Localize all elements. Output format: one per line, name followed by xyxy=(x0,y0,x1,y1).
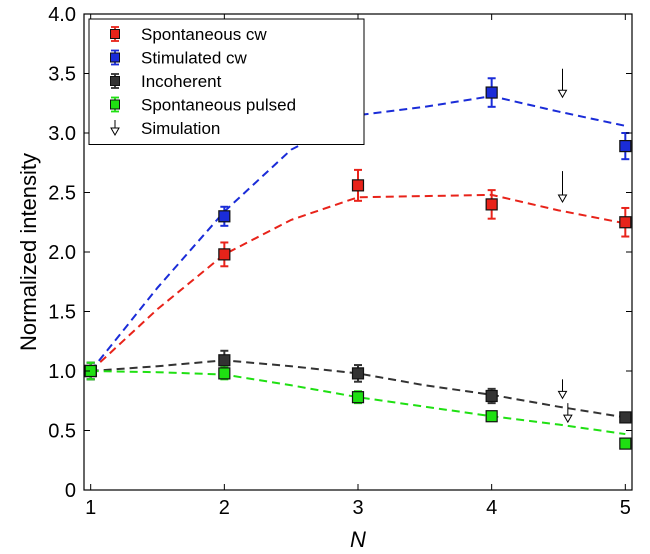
y-tick-label: 3.0 xyxy=(48,123,76,145)
data-point xyxy=(218,210,231,223)
x-tick-label: 1 xyxy=(85,497,96,519)
y-tick-label: 1.0 xyxy=(48,361,76,383)
simulation-arrow-head xyxy=(557,89,568,99)
axis-ticks: 1 2 3 4 5 0 0.5 1.0 1.5 2.0 2.5 3.0 3.5 4.0 xyxy=(48,4,632,519)
data-point xyxy=(218,248,231,261)
data-point xyxy=(218,367,231,380)
legend-marker xyxy=(110,76,120,86)
data-point xyxy=(218,354,231,367)
y-tick-label: 2.0 xyxy=(48,242,76,264)
simulation-curve xyxy=(90,359,626,419)
data-point xyxy=(485,198,498,211)
simulation-arrow-head xyxy=(110,127,120,137)
legend-marker xyxy=(110,52,120,63)
data-point xyxy=(619,139,632,153)
simulation-arrows xyxy=(557,68,573,424)
data-point xyxy=(619,411,632,424)
data-point xyxy=(485,410,498,423)
x-tick-label: 3 xyxy=(352,497,363,519)
x-tick-label: 2 xyxy=(219,497,230,519)
data-point xyxy=(619,216,632,229)
simulation-curve xyxy=(90,193,626,372)
y-tick-label: 1.5 xyxy=(48,302,76,324)
x-tick-label: 5 xyxy=(620,497,631,519)
simulation-arrow-head xyxy=(557,194,568,204)
y-tick-label: 0 xyxy=(65,480,76,502)
y-tick-label: 2.5 xyxy=(48,183,76,205)
y-tick-label: 3.5 xyxy=(48,64,76,86)
simulation-curve xyxy=(90,370,626,436)
data-point xyxy=(351,179,365,192)
simulation-curves xyxy=(89,95,626,436)
legend-marker xyxy=(110,29,120,39)
x-axis-title: N xyxy=(350,527,366,552)
legend-label: Spontaneous cw xyxy=(141,25,267,44)
legend-label: Incoherent xyxy=(141,72,222,91)
data-point xyxy=(485,86,498,99)
x-tick-label: 4 xyxy=(486,497,497,519)
legend-marker xyxy=(110,99,120,110)
data-point xyxy=(351,367,365,380)
data-point xyxy=(485,389,498,403)
y-tick-label: 0.5 xyxy=(48,421,76,443)
y-axis-title: Normalized intensity xyxy=(16,153,41,351)
legend: Spontaneous cw Stimulated cw Incoherent Spo… xyxy=(88,18,365,145)
data-point xyxy=(351,391,365,404)
legend-box xyxy=(88,18,365,145)
simulation-arrow-head xyxy=(557,390,568,400)
simulation-arrow-head xyxy=(562,414,573,424)
data-point xyxy=(619,437,632,450)
legend-label: Spontaneous pulsed xyxy=(141,96,296,115)
y-tick-label: 4.0 xyxy=(48,4,76,26)
legend-label: Stimulated cw xyxy=(141,49,248,68)
legend-label: Simulation xyxy=(141,119,220,138)
